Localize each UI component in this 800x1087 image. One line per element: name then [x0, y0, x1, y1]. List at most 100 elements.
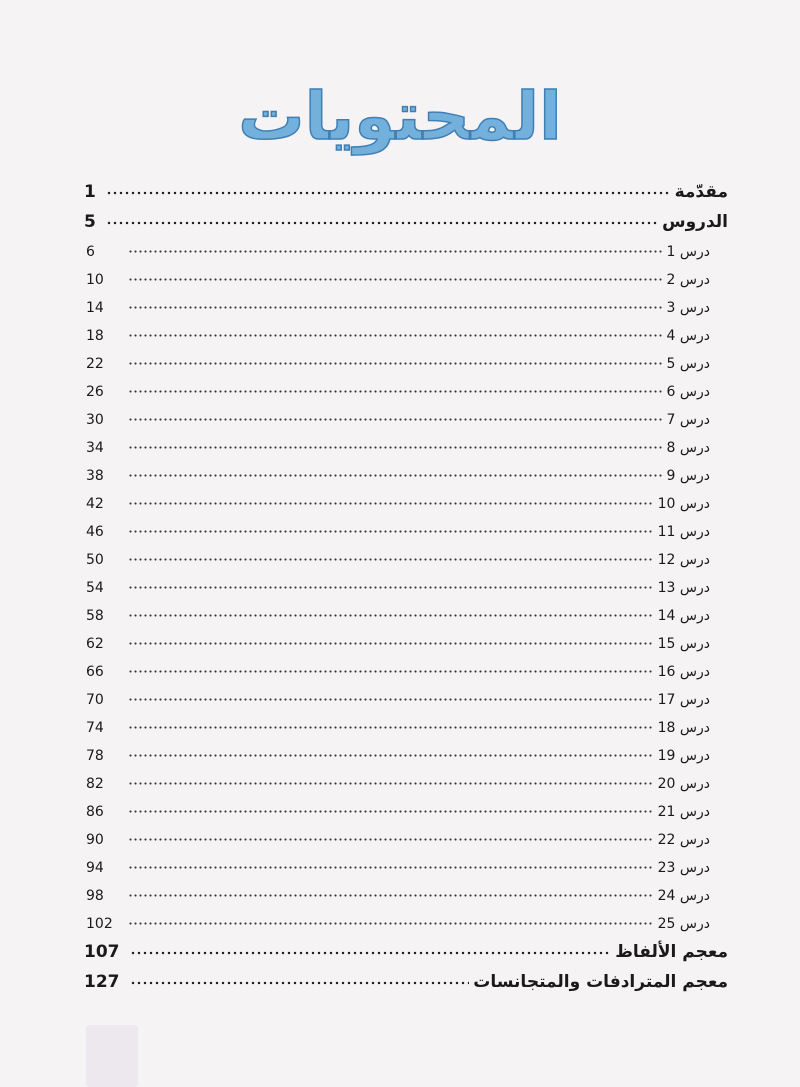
- toc-page-number: 10: [86, 272, 104, 288]
- toc-lesson-entry[interactable]: درس 25 102: [84, 904, 728, 932]
- toc-entry-label: معجم الألفاظ: [615, 942, 728, 962]
- toc-page-number: 90: [86, 832, 104, 848]
- toc-lesson-entry[interactable]: درس 20 82: [84, 764, 728, 792]
- toc-entry-label: درس 3: [666, 300, 710, 316]
- dot-leader: [129, 980, 470, 986]
- toc-lesson-entry[interactable]: درس 22 90: [84, 820, 728, 848]
- toc-page-number: 78: [86, 748, 104, 764]
- toc-page-number: 54: [86, 580, 104, 596]
- toc-page-number: 22: [86, 356, 104, 372]
- toc-page-number: 14: [86, 300, 104, 316]
- toc-entry-label: درس 1: [666, 244, 710, 260]
- page-title: المحتويات: [238, 77, 562, 156]
- toc-page-number: 50: [86, 552, 104, 568]
- toc-entry-label: درس 6: [666, 384, 710, 400]
- toc-page-number: 86: [86, 804, 104, 820]
- toc-entry-label: درس 9: [666, 468, 710, 484]
- toc-lesson-entry[interactable]: درس 8 34: [84, 428, 728, 456]
- dot-leader: [128, 613, 654, 618]
- toc-lesson-entry[interactable]: درس 11 46: [84, 512, 728, 540]
- toc-lesson-entry[interactable]: درس 6 26: [84, 372, 728, 400]
- dot-leader: [128, 361, 663, 366]
- toc-lesson-entry[interactable]: درس 14 58: [84, 596, 728, 624]
- dot-leader: [128, 305, 663, 310]
- dot-leader: [105, 190, 671, 196]
- toc-entry-label: درس 21: [657, 804, 710, 820]
- toc-entry-label: درس 13: [657, 580, 710, 596]
- toc-page-number: 66: [86, 664, 104, 680]
- toc-page-number: 46: [86, 524, 104, 540]
- toc-lesson-entry[interactable]: درس 24 98: [84, 876, 728, 904]
- toc-page-number: 34: [86, 440, 104, 456]
- table-of-contents: مقدّمة 1 الدروس 5 درس 1 6 درس 2 10 درس 3 14 درس 4 1…: [84, 172, 728, 992]
- dot-leader: [128, 697, 654, 702]
- dot-leader: [128, 417, 663, 422]
- toc-entry-label: درس 18: [657, 720, 710, 736]
- toc-lesson-entry[interactable]: درس 23 94: [84, 848, 728, 876]
- toc-lesson-entry[interactable]: درس 17 70: [84, 680, 728, 708]
- toc-lesson-entry[interactable]: درس 4 18: [84, 316, 728, 344]
- dot-leader: [128, 333, 663, 338]
- toc-lesson-entry[interactable]: درس 16 66: [84, 652, 728, 680]
- toc-page-number: 98: [86, 888, 104, 904]
- toc-entry-label: الدروس: [662, 212, 728, 232]
- toc-page-number: 82: [86, 776, 104, 792]
- toc-page-number: 127: [84, 972, 120, 992]
- toc-entry[interactable]: الدروس 5: [84, 202, 728, 232]
- toc-page-number: 107: [84, 942, 120, 962]
- toc-entry[interactable]: معجم الألفاظ 107: [84, 932, 728, 962]
- dot-leader: [128, 837, 654, 842]
- toc-entry-label: درس 12: [657, 552, 710, 568]
- toc-entry-label: درس 2: [666, 272, 710, 288]
- toc-entry[interactable]: مقدّمة 1: [84, 172, 728, 202]
- dot-leader: [128, 781, 654, 786]
- toc-lesson-entry[interactable]: درس 12 50: [84, 540, 728, 568]
- dot-leader: [128, 893, 654, 898]
- dot-leader: [128, 725, 654, 730]
- toc-lesson-entry[interactable]: درس 19 78: [84, 736, 728, 764]
- toc-lesson-entry[interactable]: درس 15 62: [84, 624, 728, 652]
- toc-lesson-entry[interactable]: درس 10 42: [84, 484, 728, 512]
- dot-leader: [128, 557, 654, 562]
- toc-page-number: 6: [86, 244, 95, 260]
- toc-lesson-entry[interactable]: درس 13 54: [84, 568, 728, 596]
- toc-entry-label: درس 17: [657, 692, 710, 708]
- toc-page-number: 18: [86, 328, 104, 344]
- toc-entry-label: معجم المترادفات والمتجانسات: [473, 972, 728, 992]
- dot-leader: [128, 473, 663, 478]
- page-edge-tab: [86, 1025, 138, 1087]
- toc-page-number: 94: [86, 860, 104, 876]
- toc-entry-label: درس 20: [657, 776, 710, 792]
- dot-leader: [128, 249, 663, 254]
- toc-page-number: 26: [86, 384, 104, 400]
- toc-entry-label: درس 5: [666, 356, 710, 372]
- toc-lesson-entry[interactable]: درس 18 74: [84, 708, 728, 736]
- dot-leader: [128, 529, 654, 534]
- dot-leader: [128, 501, 654, 506]
- toc-page-number: 74: [86, 720, 104, 736]
- toc-lesson-entry[interactable]: درس 7 30: [84, 400, 728, 428]
- toc-page-number: 1: [84, 182, 96, 202]
- dot-leader: [128, 669, 654, 674]
- dot-leader: [128, 865, 654, 870]
- toc-page-number: 38: [86, 468, 104, 484]
- dot-leader: [128, 585, 654, 590]
- toc-page-number: 102: [86, 916, 113, 932]
- toc-entry[interactable]: معجم المترادفات والمتجانسات 127: [84, 962, 728, 992]
- toc-entry-label: درس 25: [657, 916, 710, 932]
- toc-page-number: 42: [86, 496, 104, 512]
- toc-entry-label: درس 19: [657, 748, 710, 764]
- toc-lesson-entry[interactable]: درس 1 6: [84, 232, 728, 260]
- toc-page-number: 58: [86, 608, 104, 624]
- toc-lesson-entry[interactable]: درس 9 38: [84, 456, 728, 484]
- toc-entry-label: درس 22: [657, 832, 710, 848]
- toc-lesson-entry[interactable]: درس 3 14: [84, 288, 728, 316]
- toc-lesson-entry[interactable]: درس 21 86: [84, 792, 728, 820]
- dot-leader: [128, 921, 654, 926]
- dot-leader: [128, 809, 654, 814]
- dot-leader: [128, 445, 663, 450]
- toc-lesson-entry[interactable]: درس 5 22: [84, 344, 728, 372]
- toc-lesson-entry[interactable]: درس 2 10: [84, 260, 728, 288]
- toc-entry-label: درس 4: [666, 328, 710, 344]
- toc-entry-label: مقدّمة: [674, 182, 728, 202]
